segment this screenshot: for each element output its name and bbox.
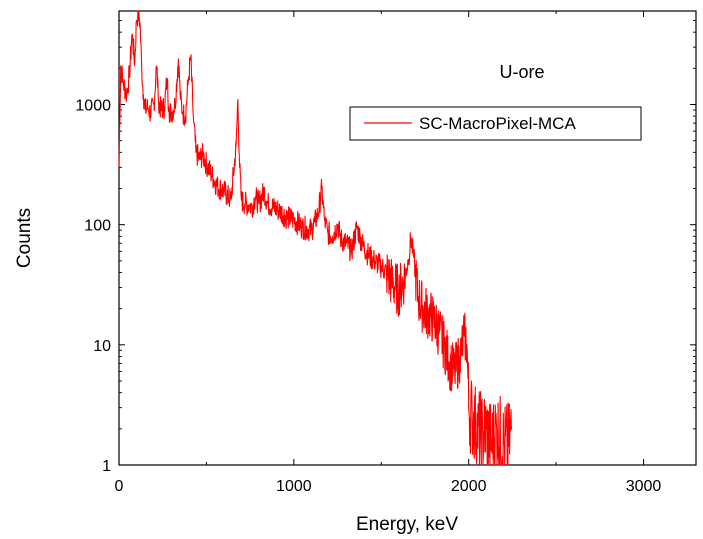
x-tick-label: 0 — [115, 478, 124, 495]
plot-frame — [118, 10, 697, 466]
y-tick-label: 10 — [93, 338, 111, 355]
x-axis-title: Energy, keV — [356, 514, 458, 535]
y-tick-label: 1 — [102, 458, 111, 475]
x-tick-label: 1000 — [276, 478, 312, 495]
legend-label: SC-MacroPixel-MCA — [419, 114, 576, 133]
legend: SC-MacroPixel-MCA — [349, 106, 642, 141]
y-tick-label: 1000 — [75, 98, 111, 115]
legend-box — [349, 106, 642, 141]
series-line-sc-macropixel-mca — [118, 10, 512, 466]
x-tick-label: 3000 — [626, 478, 662, 495]
annotation-u-ore: U-ore — [499, 62, 544, 82]
x-tick-label: 2000 — [451, 478, 487, 495]
x-axis: 0 1000 2000 3000 — [115, 11, 662, 495]
y-axis-title: Counts — [14, 208, 35, 268]
y-tick-label: 100 — [84, 218, 111, 235]
y-axis: 1 10 100 1000 — [75, 10, 696, 475]
